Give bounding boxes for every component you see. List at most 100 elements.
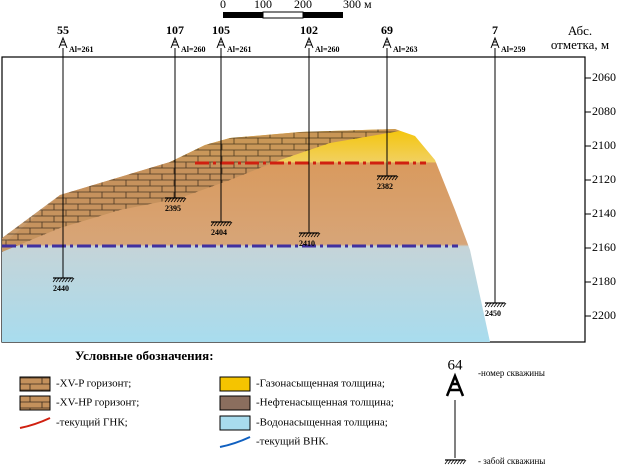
well-bottom-hatch	[444, 459, 449, 465]
well-bottom-depth: 2410	[299, 239, 315, 248]
well-bottom-depth: 2404	[211, 228, 227, 237]
well-bottom-hatch	[225, 221, 230, 227]
tick-label: 2100	[592, 138, 616, 152]
well-bottom-hatch	[182, 197, 187, 203]
well-bottom-hatch	[502, 302, 507, 308]
well-altitude: Al=263	[393, 45, 418, 54]
well-icon	[216, 36, 226, 49]
well-bottom-hatch	[301, 232, 306, 238]
well-altitude: Al=261	[69, 45, 94, 54]
legend-item: -текущий ВНК.	[256, 436, 329, 448]
legend-item: -Водонасыщенная толщина;	[256, 417, 388, 429]
well-bottom-hatch	[313, 232, 318, 238]
well-bottom-hatch	[58, 277, 63, 283]
well-bottom-hatch	[484, 302, 489, 308]
well-bottom-hatch	[382, 175, 387, 181]
well-icon	[490, 36, 500, 49]
well-bottom-hatch	[176, 197, 181, 203]
scale-bar	[262, 11, 304, 19]
tick-label: 2080	[592, 104, 616, 118]
well-bottom-hatch	[64, 277, 69, 283]
well-bottom-hatch	[167, 197, 172, 203]
well-bottom-depth: 2440	[53, 284, 69, 293]
well-altitude: Al=259	[501, 45, 526, 54]
legend-item: -Нефтенасыщенная толщина;	[256, 397, 394, 409]
well-bottom-hatch	[52, 277, 57, 283]
well-bottom-hatch	[173, 197, 178, 203]
legend-item: -номер скважины	[478, 368, 545, 378]
well-bottom-hatch	[210, 221, 215, 227]
legend-icon	[19, 395, 51, 411]
well-icon	[445, 372, 465, 397]
well-icon	[58, 36, 68, 49]
well-bottom-hatch	[310, 232, 315, 238]
legend-item: -текущий ГНК;	[56, 417, 128, 429]
axis-title: Абс.	[568, 23, 592, 38]
scale-label: 0	[220, 0, 226, 11]
legend-icon	[19, 376, 51, 392]
legend-icon	[219, 376, 251, 392]
scale-label: 100	[254, 0, 272, 11]
well-bottom-hatch	[376, 175, 381, 181]
well-bottom-hatch	[61, 277, 66, 283]
well-bottom-hatch	[304, 232, 309, 238]
scale-bar	[223, 12, 263, 18]
well-bottom-hatch	[222, 221, 227, 227]
dynamic-layer: 0 100 200 300 м Абс.отметка, м 2060 2080 2100 21…	[19, 0, 616, 466]
well-bottom-hatch	[391, 175, 396, 181]
well-icon	[304, 36, 314, 49]
well-bottom-hatch	[216, 221, 221, 227]
well-bottom-hatch	[499, 302, 504, 308]
well-bottom-depth: 2450	[485, 309, 501, 318]
well-bottom-hatch	[55, 277, 60, 283]
legend-item: -XV-HP горизонт;	[56, 397, 139, 409]
well-bottom-hatch	[213, 221, 218, 227]
well-bottom-hatch	[307, 232, 312, 238]
well-altitude: Al=260	[315, 45, 340, 54]
legend-icon	[219, 436, 251, 448]
scale-label: 200	[294, 0, 312, 11]
xv-hp-horizon	[2, 129, 400, 252]
scale-bar	[303, 12, 343, 18]
legend-well-example: 64	[448, 357, 464, 373]
well-bottom-hatch	[496, 302, 501, 308]
well-icon	[170, 36, 180, 49]
well-number: 55	[57, 23, 69, 37]
legend-item: -Газонасыщенная толщина;	[256, 378, 385, 390]
well-bottom-hatch	[453, 459, 458, 465]
well-bottom-hatch	[493, 302, 498, 308]
well-bottom-hatch	[67, 277, 72, 283]
well-bottom-hatch	[385, 175, 390, 181]
tick-label: 2180	[592, 274, 616, 288]
well-bottom-hatch	[394, 175, 399, 181]
well-bottom-hatch	[298, 232, 303, 238]
well-bottom-hatch	[316, 232, 321, 238]
tick-label: 2060	[592, 70, 616, 84]
well-number: 7	[492, 23, 498, 37]
well-altitude: Al=260	[181, 45, 206, 54]
legend-item: -XV-P горизонт;	[56, 378, 131, 390]
well-number: 69	[381, 23, 393, 37]
tick-label: 2120	[592, 172, 616, 186]
well-bottom-hatch	[170, 197, 175, 203]
well-icon	[382, 36, 392, 49]
legend-icon	[19, 417, 51, 429]
axis-title: отметка, м	[551, 37, 609, 52]
well-bottom-hatch	[456, 459, 461, 465]
well-bottom-depth: 2382	[377, 182, 393, 191]
tick-label: 2200	[592, 308, 616, 322]
well-bottom-depth: 2395	[165, 204, 181, 213]
tick-label: 2140	[592, 206, 616, 220]
well-number: 102	[300, 23, 318, 37]
tick-label: 2160	[592, 240, 616, 254]
legend-icon	[219, 395, 251, 411]
well-bottom-hatch	[179, 197, 184, 203]
legend-item: - забой скважины	[478, 456, 545, 466]
well-bottom-hatch	[219, 221, 224, 227]
scale-label: 300 м	[343, 0, 372, 11]
well-bottom-hatch	[490, 302, 495, 308]
well-bottom-hatch	[459, 459, 464, 465]
well-bottom-hatch	[379, 175, 384, 181]
well-bottom-hatch	[447, 459, 452, 465]
